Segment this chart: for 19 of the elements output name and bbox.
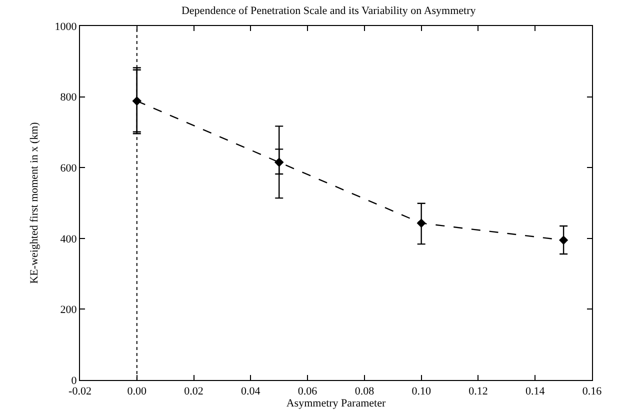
y-tick-label: 400: [60, 233, 78, 246]
y-tick-label: 1000: [54, 20, 78, 33]
y-tick-label: 0: [71, 374, 78, 387]
x-tick-label: 0.04: [241, 385, 261, 398]
x-tick-label: 0.02: [184, 385, 204, 398]
x-tick-label: 0.00: [127, 385, 148, 398]
x-axis-title: Asymmetry Parameter: [286, 398, 386, 410]
x-tick-label: 0.10: [412, 385, 432, 398]
y-tick-label: 600: [60, 162, 78, 174]
x-tick-label: 0.06: [298, 385, 318, 398]
chart-title: Dependence of Penetration Scale and its Variability on Asymmetry: [182, 5, 476, 17]
x-tick-label: -0.02: [68, 385, 92, 398]
x-tick-label: 0.14: [525, 385, 546, 398]
x-tick-label: 0.16: [582, 385, 602, 398]
x-tick-label: 0.08: [354, 385, 375, 398]
y-axis-title: KE-weighted first moment in x (km): [28, 122, 40, 284]
y-tick-label: 200: [60, 304, 78, 316]
x-tick-label: 0.12: [468, 385, 488, 398]
y-tick-label: 800: [60, 92, 78, 104]
